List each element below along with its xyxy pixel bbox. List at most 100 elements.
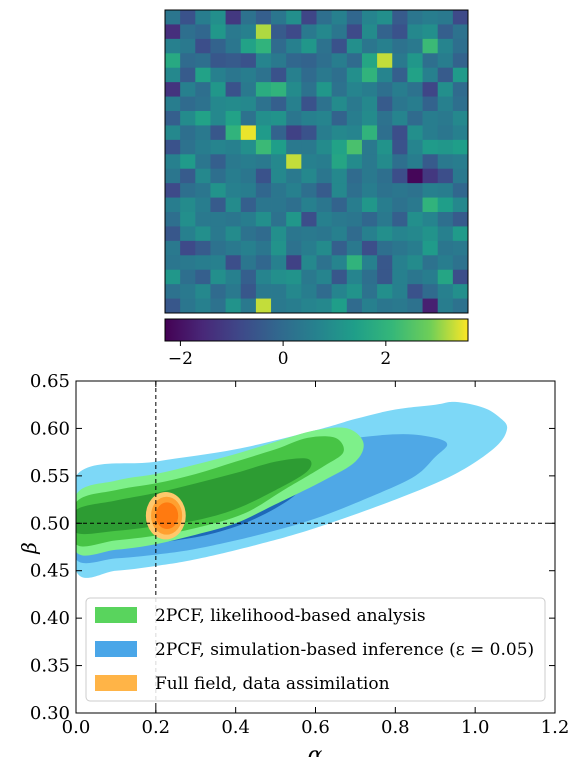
heatmap-cell [240, 111, 257, 126]
heatmap-cell [286, 255, 302, 271]
heatmap-cell [225, 197, 242, 213]
heatmap-cell [361, 10, 378, 25]
heatmap-cell [271, 269, 287, 285]
heatmap-cell [422, 284, 439, 299]
heatmap-cell [346, 38, 363, 54]
heatmap-cell [452, 125, 469, 141]
heatmap-cell [210, 212, 226, 227]
heatmap-cell [392, 197, 408, 213]
heatmap-cell [180, 96, 196, 112]
heatmap-cell [377, 197, 393, 213]
heatmap-cell [452, 168, 469, 184]
heatmap-cell [225, 82, 242, 97]
heatmap-cell [286, 139, 302, 155]
heatmap-cell [392, 96, 408, 112]
legend-swatch-simulation [95, 641, 137, 657]
heatmap-cell [240, 298, 257, 314]
heatmap-cell [392, 183, 408, 198]
y-tick-label: 0.40 [30, 608, 70, 629]
legend-swatch-likelihood [95, 607, 137, 623]
heatmap-cell [422, 111, 439, 126]
heatmap-cell [452, 197, 469, 213]
heatmap-cell [255, 139, 272, 155]
heatmap-cell [225, 255, 242, 271]
heatmap-cell [255, 284, 272, 299]
heatmap-cell [271, 197, 287, 213]
heatmap-cell [271, 298, 287, 314]
heatmap-cell [301, 139, 317, 155]
heatmap-cell [331, 197, 348, 213]
heatmap-cell [452, 298, 469, 314]
heatmap-cell [301, 111, 317, 126]
heatmap-cell [165, 298, 181, 314]
heatmap-cell [316, 53, 333, 69]
heatmap-cell [437, 284, 454, 299]
heatmap-cell [422, 125, 439, 141]
heatmap-cell [165, 111, 181, 126]
heatmap-cell [452, 226, 469, 242]
heatmap-cell [165, 226, 181, 242]
contour-plot-area [76, 401, 508, 578]
heatmap-cell [165, 24, 181, 40]
heatmap-cell [195, 111, 211, 126]
heatmap-cell [346, 197, 363, 213]
heatmap-cell [286, 38, 302, 54]
heatmap-cell [346, 53, 363, 69]
heatmap-cell [316, 96, 333, 112]
heatmap-cell [180, 24, 196, 40]
axes: 0.0 0.2 0.4 0.6 0.8 1.0 1.2 0.30 0.35 0.40 0.45 0.5… [30, 371, 569, 738]
heatmap-cell [286, 298, 302, 314]
heatmap-cell [240, 284, 257, 299]
heatmap-cell [361, 53, 378, 69]
heatmap-cell [286, 154, 302, 170]
heatmap-cell [195, 269, 211, 285]
heatmap-cell [346, 139, 363, 155]
heatmap-cell [331, 53, 348, 69]
heatmap-cell [437, 111, 454, 126]
heatmap-cell [240, 255, 257, 271]
heatmap-cell [240, 38, 257, 54]
heatmap-cell [195, 82, 211, 97]
heatmap-cell [331, 183, 348, 198]
heatmap-cell [180, 139, 196, 155]
heatmap-cell [331, 38, 348, 54]
heatmap-cell [240, 168, 257, 184]
heatmap-cell [377, 168, 393, 184]
heatmap-frame [164, 9, 469, 314]
heatmap-cell [331, 10, 348, 25]
heatmap-cell [452, 24, 469, 40]
heatmap-cell [286, 53, 302, 69]
heatmap-cell [346, 212, 363, 227]
heatmap-cell [452, 10, 469, 25]
heatmap-cell [437, 255, 454, 271]
heatmap-cell [361, 255, 378, 271]
heatmap-cell [271, 212, 287, 227]
heatmap-cell [437, 96, 454, 112]
heatmap-cell [165, 197, 181, 213]
heatmap-cell [377, 82, 393, 97]
heatmap-cell [361, 82, 378, 97]
colorbar-tick-label: −2 [168, 349, 193, 369]
heatmap-cell [165, 183, 181, 198]
heatmap-cell [422, 197, 439, 213]
heatmap-cell [301, 38, 317, 54]
y-axis-label: β [17, 542, 41, 555]
heatmap-cell [392, 111, 408, 126]
heatmap-cell [346, 284, 363, 299]
heatmap-cell [255, 212, 272, 227]
heatmap-cell [286, 240, 302, 256]
heatmap-cell [437, 67, 454, 83]
heatmap-cell [392, 154, 408, 170]
heatmap-cell [316, 139, 333, 155]
heatmap-cell [301, 183, 317, 198]
heatmap-cell [301, 269, 317, 285]
heatmap-cell [452, 240, 469, 256]
heatmap-cell [225, 269, 242, 285]
heatmap-cell [225, 284, 242, 299]
heatmap-cell [316, 168, 333, 184]
heatmap-cell [180, 125, 196, 141]
heatmap-cell [180, 197, 196, 213]
heatmap-cell [286, 125, 302, 141]
heatmap-cell [271, 125, 287, 141]
heatmap-cell [437, 10, 454, 25]
